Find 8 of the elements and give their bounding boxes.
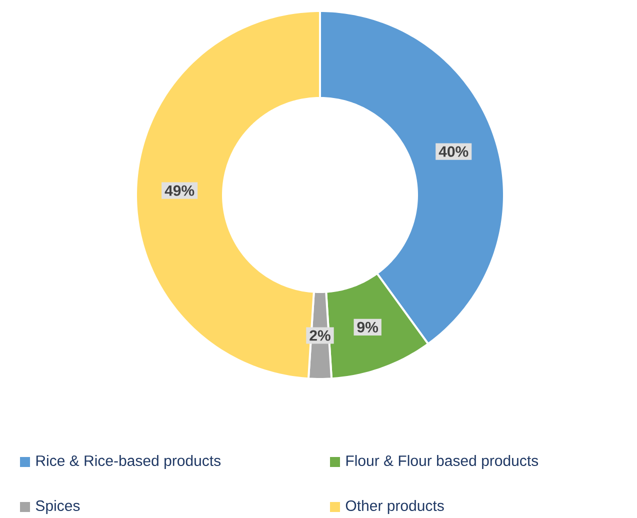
legend-label: Flour & Flour based products [346,455,538,469]
legend-label: Rice & Rice-based products [36,455,221,469]
data-label: 49% [164,185,194,196]
data-label: 2% [310,330,330,341]
data-label: 9% [357,322,378,332]
legend-label: Other products [346,500,444,514]
legend-label: Spices [36,500,80,514]
data-label: 40% [438,146,468,157]
